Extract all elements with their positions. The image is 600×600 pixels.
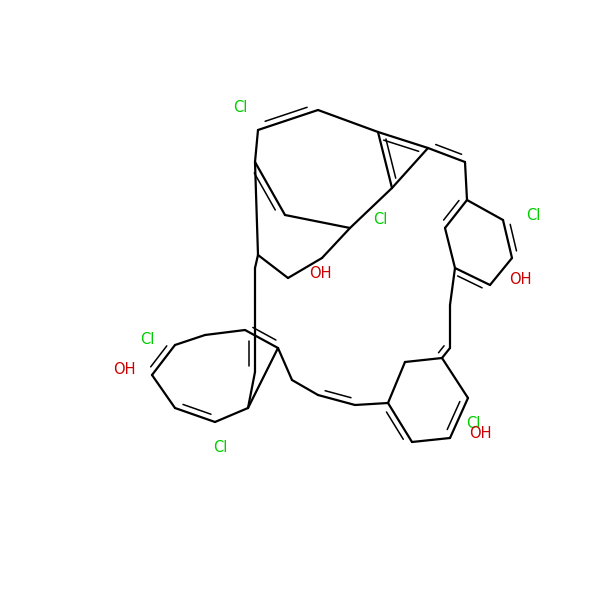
Text: OH: OH [509, 272, 531, 287]
Text: Cl: Cl [526, 208, 540, 223]
Text: Cl: Cl [373, 212, 387, 227]
Text: Cl: Cl [233, 100, 247, 115]
Text: Cl: Cl [140, 332, 154, 347]
Text: Cl: Cl [213, 439, 227, 455]
Text: OH: OH [469, 425, 491, 440]
Text: Cl: Cl [466, 415, 480, 431]
Text: OH: OH [113, 362, 135, 377]
Text: OH: OH [309, 265, 331, 280]
